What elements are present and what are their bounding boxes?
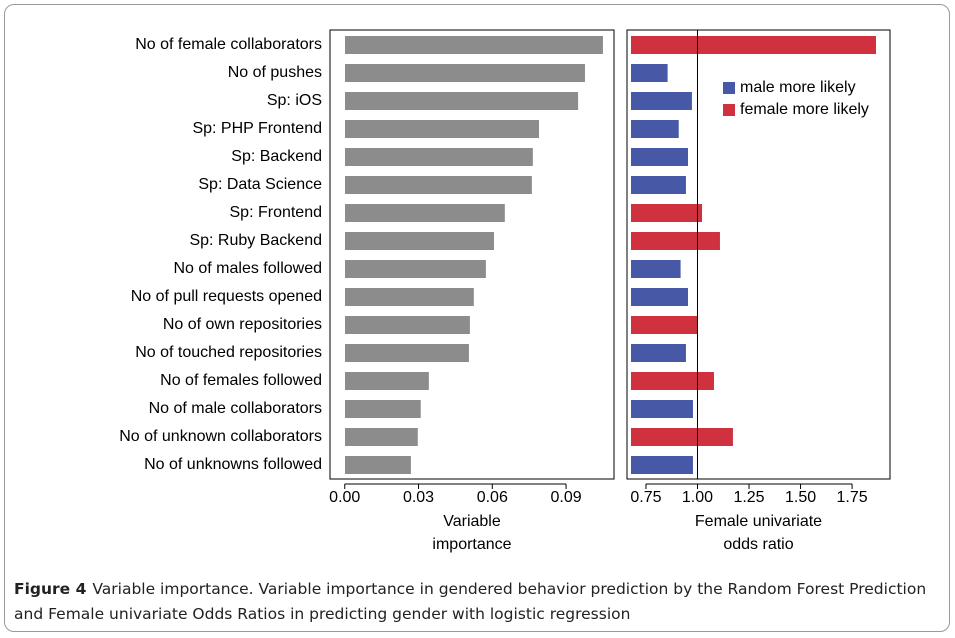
bar xyxy=(631,428,733,446)
bar xyxy=(345,288,474,306)
x-tick-label: 1.00 xyxy=(682,489,713,506)
y-tick-label: Sp: Backend xyxy=(231,148,322,165)
bar xyxy=(631,400,693,418)
bar xyxy=(631,64,668,82)
bar xyxy=(631,260,681,278)
bar xyxy=(631,176,686,194)
bar xyxy=(631,372,714,390)
y-tick-label: No of male collaborators xyxy=(149,400,322,417)
x-axis-title: importance xyxy=(432,536,511,553)
legend-label: female more likely xyxy=(740,101,869,118)
bar xyxy=(345,92,579,110)
y-tick-label: Sp: Data Science xyxy=(198,176,322,193)
bar xyxy=(345,176,532,194)
figure-frame xyxy=(4,4,950,632)
y-tick-label: No of own repositories xyxy=(163,316,322,333)
bar xyxy=(631,316,698,334)
x-axis-title: odds ratio xyxy=(723,536,793,553)
x-tick-label: 0.09 xyxy=(550,489,581,506)
x-axis-title: Variable xyxy=(443,513,501,530)
x-tick-label: 0.06 xyxy=(477,489,508,506)
y-tick-label: No of pushes xyxy=(228,64,322,81)
x-tick-label: 0.75 xyxy=(630,489,661,506)
bar xyxy=(631,232,720,250)
caption: Figure 4 Variable importance. Variable im… xyxy=(14,577,939,627)
panel-frame xyxy=(626,29,891,480)
bar xyxy=(345,344,469,362)
y-tick-label: No of touched repositories xyxy=(135,344,322,361)
chart: No of female collaborators No of pushes Sp… xyxy=(119,29,891,553)
bar xyxy=(345,316,470,334)
x-tick-label: 1.75 xyxy=(837,489,868,506)
x-tick-label: 1.50 xyxy=(785,489,816,506)
bar xyxy=(345,148,533,166)
y-tick-label: No of unknowns followed xyxy=(144,456,322,473)
bar xyxy=(631,36,876,54)
x-axis-title: Female univariate xyxy=(695,513,822,530)
bar xyxy=(345,36,603,54)
x-tick-label: 1.25 xyxy=(733,489,764,506)
bar xyxy=(345,260,486,278)
y-tick-label: No of pull requests opened xyxy=(131,288,322,305)
bar xyxy=(345,64,585,82)
legend-swatch xyxy=(723,82,735,94)
y-tick-label: Sp: iOS xyxy=(267,92,322,109)
y-tick-label: No of females followed xyxy=(160,372,322,389)
bar xyxy=(631,148,689,166)
bar xyxy=(631,120,679,138)
caption-text: Variable importance. Variable importance… xyxy=(14,580,927,623)
caption-label: Figure 4 xyxy=(14,580,87,598)
bar xyxy=(631,344,686,362)
bar xyxy=(631,204,703,222)
y-tick-label: Sp: PHP Frontend xyxy=(192,120,322,137)
y-tick-label: Sp: Ruby Backend xyxy=(189,232,322,249)
legend-swatch xyxy=(723,104,735,116)
panel-frame xyxy=(329,29,615,480)
bar xyxy=(631,456,693,474)
x-tick-label: 0.03 xyxy=(403,489,434,506)
bar xyxy=(345,372,429,390)
legend-label: male more likely xyxy=(740,79,856,96)
bar xyxy=(345,428,418,446)
y-tick-label: Sp: Frontend xyxy=(230,204,323,221)
y-tick-label: No of unknown collaborators xyxy=(119,428,322,445)
bar xyxy=(345,232,495,250)
y-tick-label: No of female collaborators xyxy=(135,36,322,53)
bar xyxy=(345,204,505,222)
bar xyxy=(345,456,411,474)
bar xyxy=(631,288,689,306)
x-tick-label: 0.00 xyxy=(329,489,360,506)
y-tick-label: No of males followed xyxy=(173,260,322,277)
bar xyxy=(631,92,692,110)
bar xyxy=(345,400,421,418)
bar xyxy=(345,120,540,138)
